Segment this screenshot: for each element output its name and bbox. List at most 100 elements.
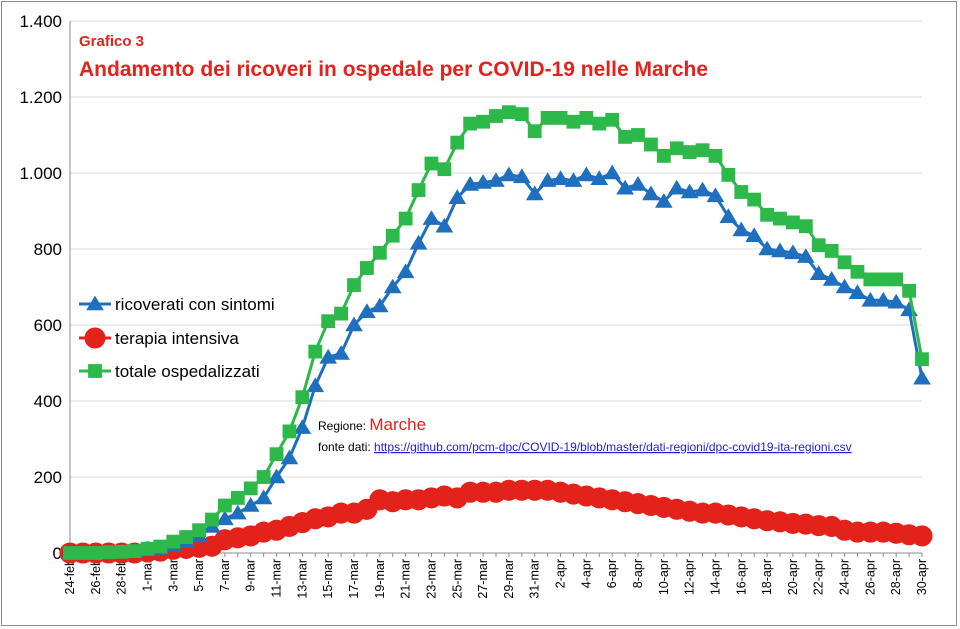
data-point — [911, 525, 933, 547]
data-point — [863, 272, 878, 287]
x-tick-label: 24-feb — [63, 559, 77, 594]
y-tick-label: 800 — [34, 240, 62, 259]
data-point — [360, 261, 374, 275]
legend-item: ricoverati con sintomi — [79, 295, 275, 314]
data-point — [835, 278, 854, 294]
data-point — [605, 112, 620, 127]
data-point — [887, 293, 906, 309]
data-point — [811, 238, 826, 253]
data-point — [579, 111, 594, 125]
data-point — [732, 221, 751, 237]
x-tick-label: 22-apr — [812, 559, 826, 595]
data-point — [435, 217, 454, 233]
data-point — [84, 327, 106, 349]
data-point — [256, 470, 271, 484]
data-point — [616, 179, 634, 195]
data-point — [86, 295, 104, 311]
x-tick-label: 27-mar — [476, 559, 490, 599]
data-point — [463, 116, 478, 131]
svg-text:fonte dati: https://github.com: fonte dati: https://github.com/pcm-dpc/C… — [318, 440, 852, 454]
data-point — [76, 546, 90, 560]
data-point — [489, 109, 503, 123]
legend: ricoverati con sintomi terapia intensiva t… — [79, 295, 275, 381]
data-point — [267, 468, 286, 484]
data-point — [760, 207, 774, 222]
data-point — [437, 162, 452, 177]
data-point — [502, 105, 516, 120]
data-point — [618, 130, 632, 144]
data-point — [269, 447, 284, 462]
data-point — [396, 263, 415, 279]
x-tick-label: 10-apr — [657, 559, 671, 595]
data-point — [822, 271, 841, 286]
data-point — [372, 245, 387, 260]
data-point — [850, 264, 865, 279]
y-tick-label: 1.400 — [19, 12, 62, 31]
x-tick-label: 29-mar — [502, 559, 516, 599]
data-point — [644, 137, 658, 152]
data-point — [88, 546, 103, 560]
data-point — [538, 172, 557, 187]
data-point — [784, 244, 802, 260]
data-point — [347, 278, 361, 292]
x-tick-label: 21-mar — [399, 559, 413, 599]
data-point — [773, 211, 787, 226]
source-link[interactable]: https://github.com/pcm-dpc/COVID-19/blob… — [374, 440, 852, 454]
data-point — [254, 489, 273, 505]
data-point — [450, 135, 465, 150]
data-point — [192, 523, 206, 538]
data-point — [153, 539, 168, 554]
x-tick-label: 3-mar — [166, 559, 180, 592]
x-tick-label: 2-apr — [554, 559, 568, 588]
data-point — [332, 345, 350, 360]
data-point — [345, 316, 363, 332]
x-tick-label: 11-mar — [270, 559, 284, 598]
region-value: Marche — [369, 415, 426, 434]
data-point — [411, 183, 426, 197]
data-point — [218, 498, 232, 513]
data-point — [295, 390, 310, 405]
region-label: Regione: — [318, 419, 369, 433]
data-point — [551, 170, 570, 185]
data-point — [540, 111, 555, 125]
data-point — [280, 449, 299, 465]
legend-item: terapia intensiva — [79, 327, 239, 349]
data-point — [370, 297, 389, 313]
data-point — [63, 546, 77, 560]
data-point — [708, 149, 723, 163]
data-point — [512, 168, 531, 184]
x-tick-label: 13-mar — [295, 559, 309, 599]
data-point — [321, 314, 336, 329]
legend-label: ricoverati con sintomi — [115, 295, 275, 314]
series-terapia-intensiva — [59, 479, 933, 564]
data-point — [809, 265, 828, 280]
data-point — [902, 283, 916, 298]
data-point — [424, 156, 439, 171]
y-tick-label: 600 — [34, 316, 62, 335]
data-point — [553, 111, 568, 125]
data-point — [590, 170, 609, 185]
data-point — [358, 303, 376, 318]
data-point — [824, 244, 839, 258]
x-tick-label: 15-mar — [321, 559, 335, 599]
x-tick-label: 18-apr — [760, 559, 774, 595]
data-point — [461, 176, 480, 191]
data-point — [771, 242, 789, 258]
data-point — [514, 107, 529, 121]
data-point — [837, 255, 852, 270]
data-point — [654, 193, 673, 208]
gridlines — [70, 20, 922, 554]
x-tick-label: 26-feb — [89, 559, 103, 594]
data-point — [889, 272, 904, 287]
data-point — [385, 228, 400, 243]
x-tick-label: 9-mar — [244, 559, 258, 592]
data-point — [669, 141, 684, 156]
data-point — [721, 168, 736, 182]
data-point — [680, 183, 699, 199]
data-point — [476, 114, 490, 129]
data-point — [306, 377, 325, 393]
x-tick-label: 5-mar — [192, 559, 206, 592]
chart-subtitle: Grafico 3 — [79, 33, 144, 50]
data-point — [88, 364, 102, 378]
data-point — [334, 306, 348, 321]
